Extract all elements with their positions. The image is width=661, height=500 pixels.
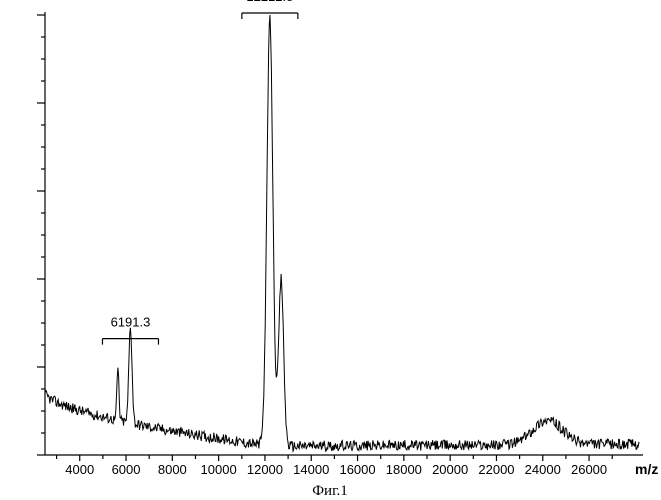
x-tick-label: 14000 [293,462,329,477]
x-tick-label: 18000 [386,462,422,477]
x-tick-label: 26000 [571,462,607,477]
x-tick-label: 20000 [432,462,468,477]
x-axis-label: m/z [635,461,658,477]
x-tick-label: 8000 [158,462,187,477]
x-tick-label: 16000 [339,462,375,477]
x-tick-label: 10000 [201,462,237,477]
x-tick-label: 24000 [525,462,561,477]
figure-caption: Фиг.1 [312,483,348,499]
x-tick-label: 12000 [247,462,283,477]
x-tick-label: 6000 [112,462,141,477]
x-tick-label: 4000 [65,462,94,477]
peak-label: 12212.8 [246,0,293,4]
peak-label: 6191.3 [111,315,151,330]
x-tick-label: 22000 [478,462,514,477]
spectrum-trace [45,15,640,451]
